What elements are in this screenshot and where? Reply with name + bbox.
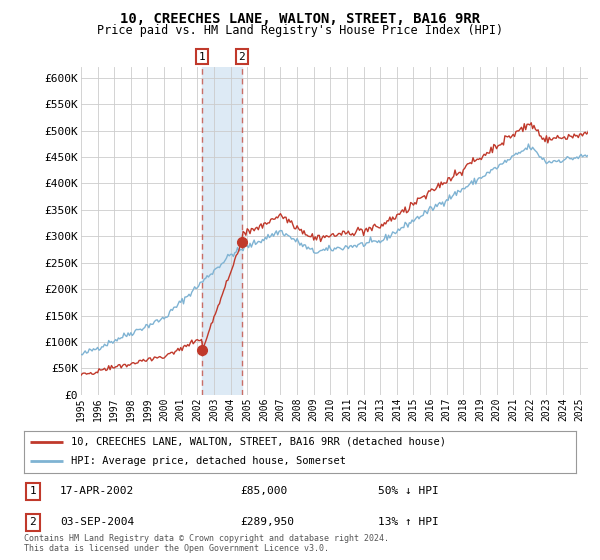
Text: Contains HM Land Registry data © Crown copyright and database right 2024.
This d: Contains HM Land Registry data © Crown c… bbox=[24, 534, 389, 553]
Text: HPI: Average price, detached house, Somerset: HPI: Average price, detached house, Some… bbox=[71, 456, 346, 466]
Text: 2: 2 bbox=[238, 52, 245, 62]
Text: 1: 1 bbox=[199, 52, 206, 62]
Text: Price paid vs. HM Land Registry's House Price Index (HPI): Price paid vs. HM Land Registry's House … bbox=[97, 24, 503, 37]
Text: 10, CREECHES LANE, WALTON, STREET, BA16 9RR (detached house): 10, CREECHES LANE, WALTON, STREET, BA16 … bbox=[71, 437, 446, 447]
Text: 10, CREECHES LANE, WALTON, STREET, BA16 9RR: 10, CREECHES LANE, WALTON, STREET, BA16 … bbox=[120, 12, 480, 26]
Text: £289,950: £289,950 bbox=[240, 517, 294, 527]
Bar bbox=[202, 67, 242, 395]
Text: 50% ↓ HPI: 50% ↓ HPI bbox=[378, 487, 439, 496]
Text: 2: 2 bbox=[29, 517, 37, 527]
Text: 1: 1 bbox=[29, 487, 37, 496]
Text: £85,000: £85,000 bbox=[240, 487, 287, 496]
Text: 13% ↑ HPI: 13% ↑ HPI bbox=[378, 517, 439, 527]
Text: 17-APR-2002: 17-APR-2002 bbox=[60, 487, 134, 496]
Text: 03-SEP-2004: 03-SEP-2004 bbox=[60, 517, 134, 527]
